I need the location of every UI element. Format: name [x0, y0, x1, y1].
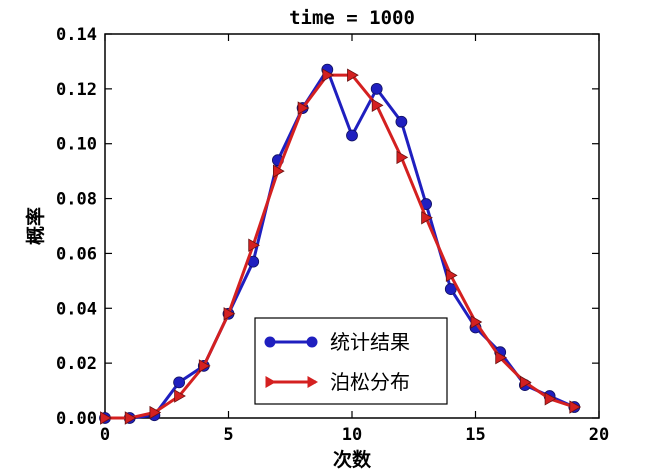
- y-tick-label: 0.04: [56, 299, 97, 319]
- plot-area: 0 5 10 15 20 0.00 0.02 0.04 0.06 0.08 0.10 0.12 0.1…: [56, 25, 609, 445]
- y-tick-label: 0.14: [56, 25, 97, 45]
- data-point: [124, 411, 137, 425]
- series-layer: [99, 63, 582, 425]
- data-point: [445, 268, 458, 283]
- legend-entry: 统计结果: [264, 330, 410, 354]
- legend-marker: [307, 376, 318, 388]
- chart-title: time = 1000: [289, 7, 415, 29]
- x-axis: 0 5 10 15 20: [100, 34, 609, 445]
- data-point: [520, 375, 532, 390]
- x-tick-label: 5: [223, 425, 233, 445]
- legend-label: 统计结果: [330, 330, 410, 354]
- data-point: [444, 283, 457, 295]
- data-point: [198, 359, 211, 373]
- y-tick-label: 0.06: [56, 244, 97, 264]
- data-point: [297, 101, 310, 115]
- legend-entry: 泊松分布: [265, 370, 410, 394]
- series-2: [100, 68, 582, 425]
- y-tick-label: 0.08: [56, 190, 97, 210]
- data-point: [174, 389, 186, 403]
- legend-marker: [306, 336, 318, 348]
- data-point: [248, 238, 261, 252]
- y-axis-label: 概率: [24, 207, 47, 245]
- data-point: [100, 411, 112, 425]
- data-point: [544, 392, 557, 406]
- data-point: [223, 307, 236, 321]
- data-point: [470, 315, 483, 329]
- data-point: [322, 68, 335, 82]
- data-point: [173, 376, 186, 389]
- legend-box: [254, 317, 448, 405]
- y-tick-label: 0.00: [56, 409, 97, 429]
- x-tick-label: 15: [465, 425, 485, 445]
- y-tick-label: 0.02: [56, 354, 97, 374]
- data-point: [421, 211, 433, 225]
- data-point: [347, 68, 359, 82]
- y-axis: 0.00 0.02 0.04 0.06 0.08 0.10 0.12 0.14: [56, 25, 599, 429]
- data-point: [149, 405, 162, 420]
- data-point: [569, 400, 582, 414]
- data-point: [495, 350, 508, 365]
- data-point: [395, 115, 408, 128]
- x-axis-label: 次数: [333, 448, 372, 471]
- x-tick-label: 0: [100, 425, 110, 445]
- data-point: [396, 150, 409, 165]
- x-tick-label: 10: [342, 425, 362, 445]
- data-point: [371, 98, 384, 113]
- data-point: [346, 129, 358, 142]
- x-tick-label: 20: [589, 425, 609, 445]
- legend-marker: [264, 336, 276, 348]
- data-point: [370, 82, 383, 95]
- y-tick-label: 0.12: [56, 80, 97, 100]
- data-point: [272, 164, 285, 178]
- y-tick-label: 0.10: [56, 135, 97, 155]
- legend-marker: [265, 376, 276, 388]
- legend-label: 泊松分布: [330, 370, 410, 394]
